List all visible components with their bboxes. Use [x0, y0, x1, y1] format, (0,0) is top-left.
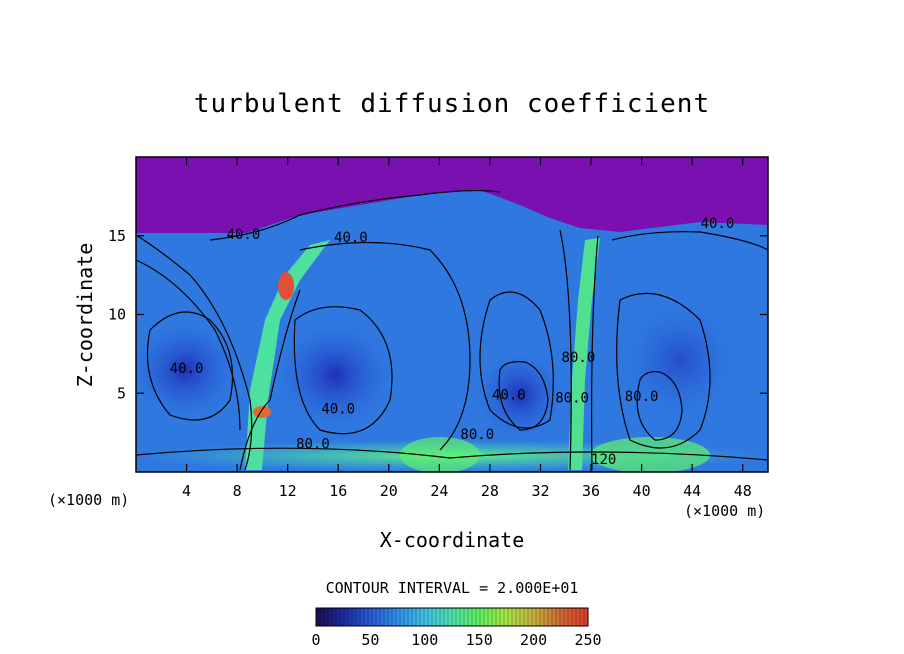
contour-interval-text: CONTOUR INTERVAL = 2.000E+01 — [326, 579, 579, 597]
x-tick-label: 44 — [683, 482, 701, 500]
contour-label: 40.0 — [701, 216, 735, 232]
contour-lines — [136, 189, 768, 471]
x-tick-label: 48 — [734, 482, 752, 500]
y-tick-label: 5 — [117, 384, 126, 402]
hot-spot-upper — [278, 272, 294, 300]
colorbar-tick-label: 100 — [411, 631, 438, 649]
x-tick-label: 8 — [233, 482, 242, 500]
cell-core-mid — [275, 320, 395, 430]
x-tick-label: 28 — [481, 482, 499, 500]
y-tick-label: 15 — [108, 227, 126, 245]
y-axis-ticks: 5 10 15 — [108, 227, 768, 402]
contour-label: 80.0 — [625, 389, 659, 405]
x-tick-label: 4 — [182, 482, 191, 500]
colorbar-tick-label: 250 — [574, 631, 601, 649]
contour-label-layer: 40.0 40.0 40.0 40.0 80.0 80.0 40.0 80.0 80.0 80.0… — [170, 216, 735, 468]
contour-label: 40.0 — [334, 230, 368, 246]
contour-label: 80.0 — [555, 391, 589, 407]
x-tick-label: 32 — [531, 482, 549, 500]
colorbar-tick-label: 150 — [466, 631, 493, 649]
contour-label: 40.0 — [321, 402, 355, 418]
hot-spot-lower — [253, 406, 271, 418]
plot-area — [136, 157, 768, 472]
x-tick-label: 20 — [380, 482, 398, 500]
contour-label: 40.0 — [170, 361, 204, 377]
colorbar-tick-label: 50 — [361, 631, 379, 649]
colorbar-frame — [315, 607, 589, 627]
y-tick-label: 10 — [108, 306, 126, 324]
x-unit-label-right: (×1000 m) — [684, 502, 765, 520]
x-tick-label: 12 — [279, 482, 297, 500]
x-axis-label: X-coordinate — [380, 528, 525, 552]
contour-label: 80.0 — [460, 427, 494, 443]
cell-core-left — [136, 320, 240, 420]
contour-label: 80.0 — [296, 436, 330, 452]
x-tick-label: 16 — [329, 482, 347, 500]
colorbar-ticks: 0 50 100 150 200 250 — [311, 631, 601, 649]
contour-label: 40.0 — [492, 388, 526, 404]
x-tick-label: 24 — [430, 482, 448, 500]
colorbar-tick-label: 200 — [520, 631, 547, 649]
updraft-plume-right — [568, 238, 600, 470]
x-tick-label: 40 — [633, 482, 651, 500]
colorbar-hatch — [315, 608, 589, 626]
cloud-top-boundary — [136, 190, 768, 250]
x-unit-label-left: (×1000 m) — [48, 491, 129, 509]
contour-label: 80.0 — [562, 350, 596, 366]
x-tick-label: 36 — [582, 482, 600, 500]
contour-label: 120 — [591, 452, 616, 468]
colorbar: 0 50 100 150 200 250 — [311, 607, 602, 649]
y-axis-label: Z-coordinate — [73, 243, 97, 388]
surface-green-1 — [400, 437, 480, 472]
colorbar-tick-label: 0 — [311, 631, 320, 649]
x-axis-ticks: 4 8 12 16 20 24 28 32 36 40 44 48 — [182, 157, 752, 500]
contour-label: 40.0 — [227, 227, 261, 243]
surface-green-2 — [590, 437, 710, 472]
chart-title: turbulent diffusion coefficient — [194, 89, 710, 119]
